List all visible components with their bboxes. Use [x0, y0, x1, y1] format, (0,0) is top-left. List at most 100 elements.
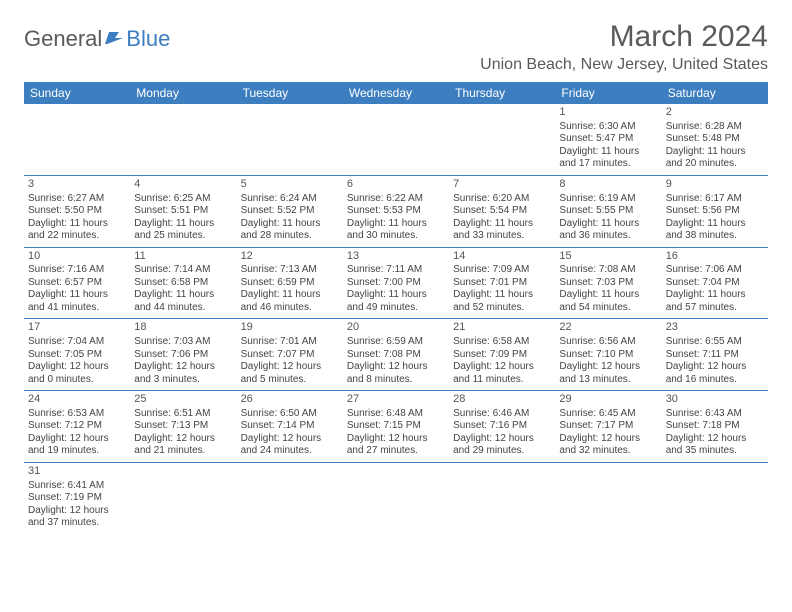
day-number: 12: [241, 250, 339, 264]
cell-line: Sunrise: 6:55 AM: [666, 336, 764, 349]
cell-line: Sunset: 5:51 PM: [134, 205, 232, 218]
calendar-cell: 23Sunrise: 6:55 AMSunset: 7:11 PMDayligh…: [662, 319, 768, 391]
cell-line: Daylight: 12 hours: [453, 361, 551, 374]
calendar-cell: [449, 462, 555, 533]
calendar-cell: [343, 462, 449, 533]
calendar-week: 10Sunrise: 7:16 AMSunset: 6:57 PMDayligh…: [24, 247, 768, 319]
cell-line: Daylight: 12 hours: [241, 433, 339, 446]
calendar-week: 1Sunrise: 6:30 AMSunset: 5:47 PMDaylight…: [24, 104, 768, 175]
cell-line: Sunset: 7:06 PM: [134, 349, 232, 362]
calendar-cell: [343, 104, 449, 175]
day-number: 18: [134, 321, 232, 335]
cell-line: and 52 minutes.: [453, 302, 551, 315]
cell-line: Sunset: 7:08 PM: [347, 349, 445, 362]
cell-line: Daylight: 11 hours: [666, 289, 764, 302]
cell-line: Daylight: 11 hours: [134, 289, 232, 302]
day-header: Tuesday: [237, 82, 343, 104]
cell-line: Sunrise: 7:08 AM: [559, 264, 657, 277]
calendar-cell: 17Sunrise: 7:04 AMSunset: 7:05 PMDayligh…: [24, 319, 130, 391]
calendar-cell: 11Sunrise: 7:14 AMSunset: 6:58 PMDayligh…: [130, 247, 236, 319]
cell-line: and 3 minutes.: [134, 374, 232, 387]
day-number: 30: [666, 393, 764, 407]
cell-line: and 16 minutes.: [666, 374, 764, 387]
cell-line: Sunrise: 6:43 AM: [666, 408, 764, 421]
day-number: 4: [134, 178, 232, 192]
day-number: 25: [134, 393, 232, 407]
calendar-cell: 28Sunrise: 6:46 AMSunset: 7:16 PMDayligh…: [449, 391, 555, 463]
cell-line: Sunrise: 7:11 AM: [347, 264, 445, 277]
calendar-cell: 22Sunrise: 6:56 AMSunset: 7:10 PMDayligh…: [555, 319, 661, 391]
header: GeneralBlue March 2024: [24, 20, 768, 54]
cell-line: Daylight: 11 hours: [347, 289, 445, 302]
cell-line: and 19 minutes.: [28, 445, 126, 458]
calendar-cell: 12Sunrise: 7:13 AMSunset: 6:59 PMDayligh…: [237, 247, 343, 319]
day-number: 24: [28, 393, 126, 407]
logo: GeneralBlue: [24, 20, 170, 52]
day-number: 21: [453, 321, 551, 335]
cell-line: Sunset: 7:14 PM: [241, 420, 339, 433]
calendar-table: SundayMondayTuesdayWednesdayThursdayFrid…: [24, 82, 768, 534]
cell-line: and 22 minutes.: [28, 230, 126, 243]
calendar-week: 24Sunrise: 6:53 AMSunset: 7:12 PMDayligh…: [24, 391, 768, 463]
logo-text-1: General: [24, 26, 102, 52]
cell-line: and 46 minutes.: [241, 302, 339, 315]
calendar-cell: 4Sunrise: 6:25 AMSunset: 5:51 PMDaylight…: [130, 175, 236, 247]
cell-line: Sunrise: 7:13 AM: [241, 264, 339, 277]
calendar-week: 3Sunrise: 6:27 AMSunset: 5:50 PMDaylight…: [24, 175, 768, 247]
day-number: 29: [559, 393, 657, 407]
cell-line: Daylight: 12 hours: [559, 361, 657, 374]
calendar-cell: 3Sunrise: 6:27 AMSunset: 5:50 PMDaylight…: [24, 175, 130, 247]
day-header: Sunday: [24, 82, 130, 104]
cell-line: Sunrise: 7:06 AM: [666, 264, 764, 277]
cell-line: Daylight: 12 hours: [134, 361, 232, 374]
calendar-cell: [24, 104, 130, 175]
cell-line: Daylight: 11 hours: [28, 289, 126, 302]
cell-line: Sunset: 7:11 PM: [666, 349, 764, 362]
calendar-cell: [130, 462, 236, 533]
cell-line: Daylight: 11 hours: [559, 289, 657, 302]
calendar-cell: 21Sunrise: 6:58 AMSunset: 7:09 PMDayligh…: [449, 319, 555, 391]
calendar-cell: 19Sunrise: 7:01 AMSunset: 7:07 PMDayligh…: [237, 319, 343, 391]
calendar-cell: [237, 104, 343, 175]
day-number: 31: [28, 465, 126, 479]
cell-line: Sunset: 7:00 PM: [347, 277, 445, 290]
cell-line: Sunset: 7:01 PM: [453, 277, 551, 290]
calendar-body: 1Sunrise: 6:30 AMSunset: 5:47 PMDaylight…: [24, 104, 768, 534]
cell-line: Sunset: 5:52 PM: [241, 205, 339, 218]
cell-line: Sunset: 7:05 PM: [28, 349, 126, 362]
cell-line: Sunrise: 7:14 AM: [134, 264, 232, 277]
cell-line: Daylight: 12 hours: [453, 433, 551, 446]
cell-line: Sunset: 7:09 PM: [453, 349, 551, 362]
cell-line: and 38 minutes.: [666, 230, 764, 243]
cell-line: Sunset: 6:57 PM: [28, 277, 126, 290]
day-number: 11: [134, 250, 232, 264]
cell-line: Daylight: 11 hours: [241, 289, 339, 302]
cell-line: Sunrise: 6:20 AM: [453, 193, 551, 206]
cell-line: Sunrise: 6:50 AM: [241, 408, 339, 421]
cell-line: and 41 minutes.: [28, 302, 126, 315]
cell-line: Sunrise: 6:51 AM: [134, 408, 232, 421]
cell-line: Daylight: 11 hours: [453, 289, 551, 302]
cell-line: Sunrise: 6:19 AM: [559, 193, 657, 206]
calendar-cell: [130, 104, 236, 175]
cell-line: Sunset: 7:17 PM: [559, 420, 657, 433]
day-number: 16: [666, 250, 764, 264]
cell-line: and 0 minutes.: [28, 374, 126, 387]
calendar-cell: 30Sunrise: 6:43 AMSunset: 7:18 PMDayligh…: [662, 391, 768, 463]
logo-flag-icon: [105, 26, 125, 52]
cell-line: Daylight: 12 hours: [347, 361, 445, 374]
cell-line: and 32 minutes.: [559, 445, 657, 458]
calendar-cell: 16Sunrise: 7:06 AMSunset: 7:04 PMDayligh…: [662, 247, 768, 319]
cell-line: and 27 minutes.: [347, 445, 445, 458]
day-number: 5: [241, 178, 339, 192]
calendar-cell: [237, 462, 343, 533]
cell-line: Sunrise: 7:03 AM: [134, 336, 232, 349]
day-number: 10: [28, 250, 126, 264]
cell-line: and 33 minutes.: [453, 230, 551, 243]
cell-line: Daylight: 12 hours: [347, 433, 445, 446]
cell-line: Sunset: 7:07 PM: [241, 349, 339, 362]
cell-line: and 36 minutes.: [559, 230, 657, 243]
cell-line: Sunset: 7:16 PM: [453, 420, 551, 433]
cell-line: and 44 minutes.: [134, 302, 232, 315]
day-number: 9: [666, 178, 764, 192]
